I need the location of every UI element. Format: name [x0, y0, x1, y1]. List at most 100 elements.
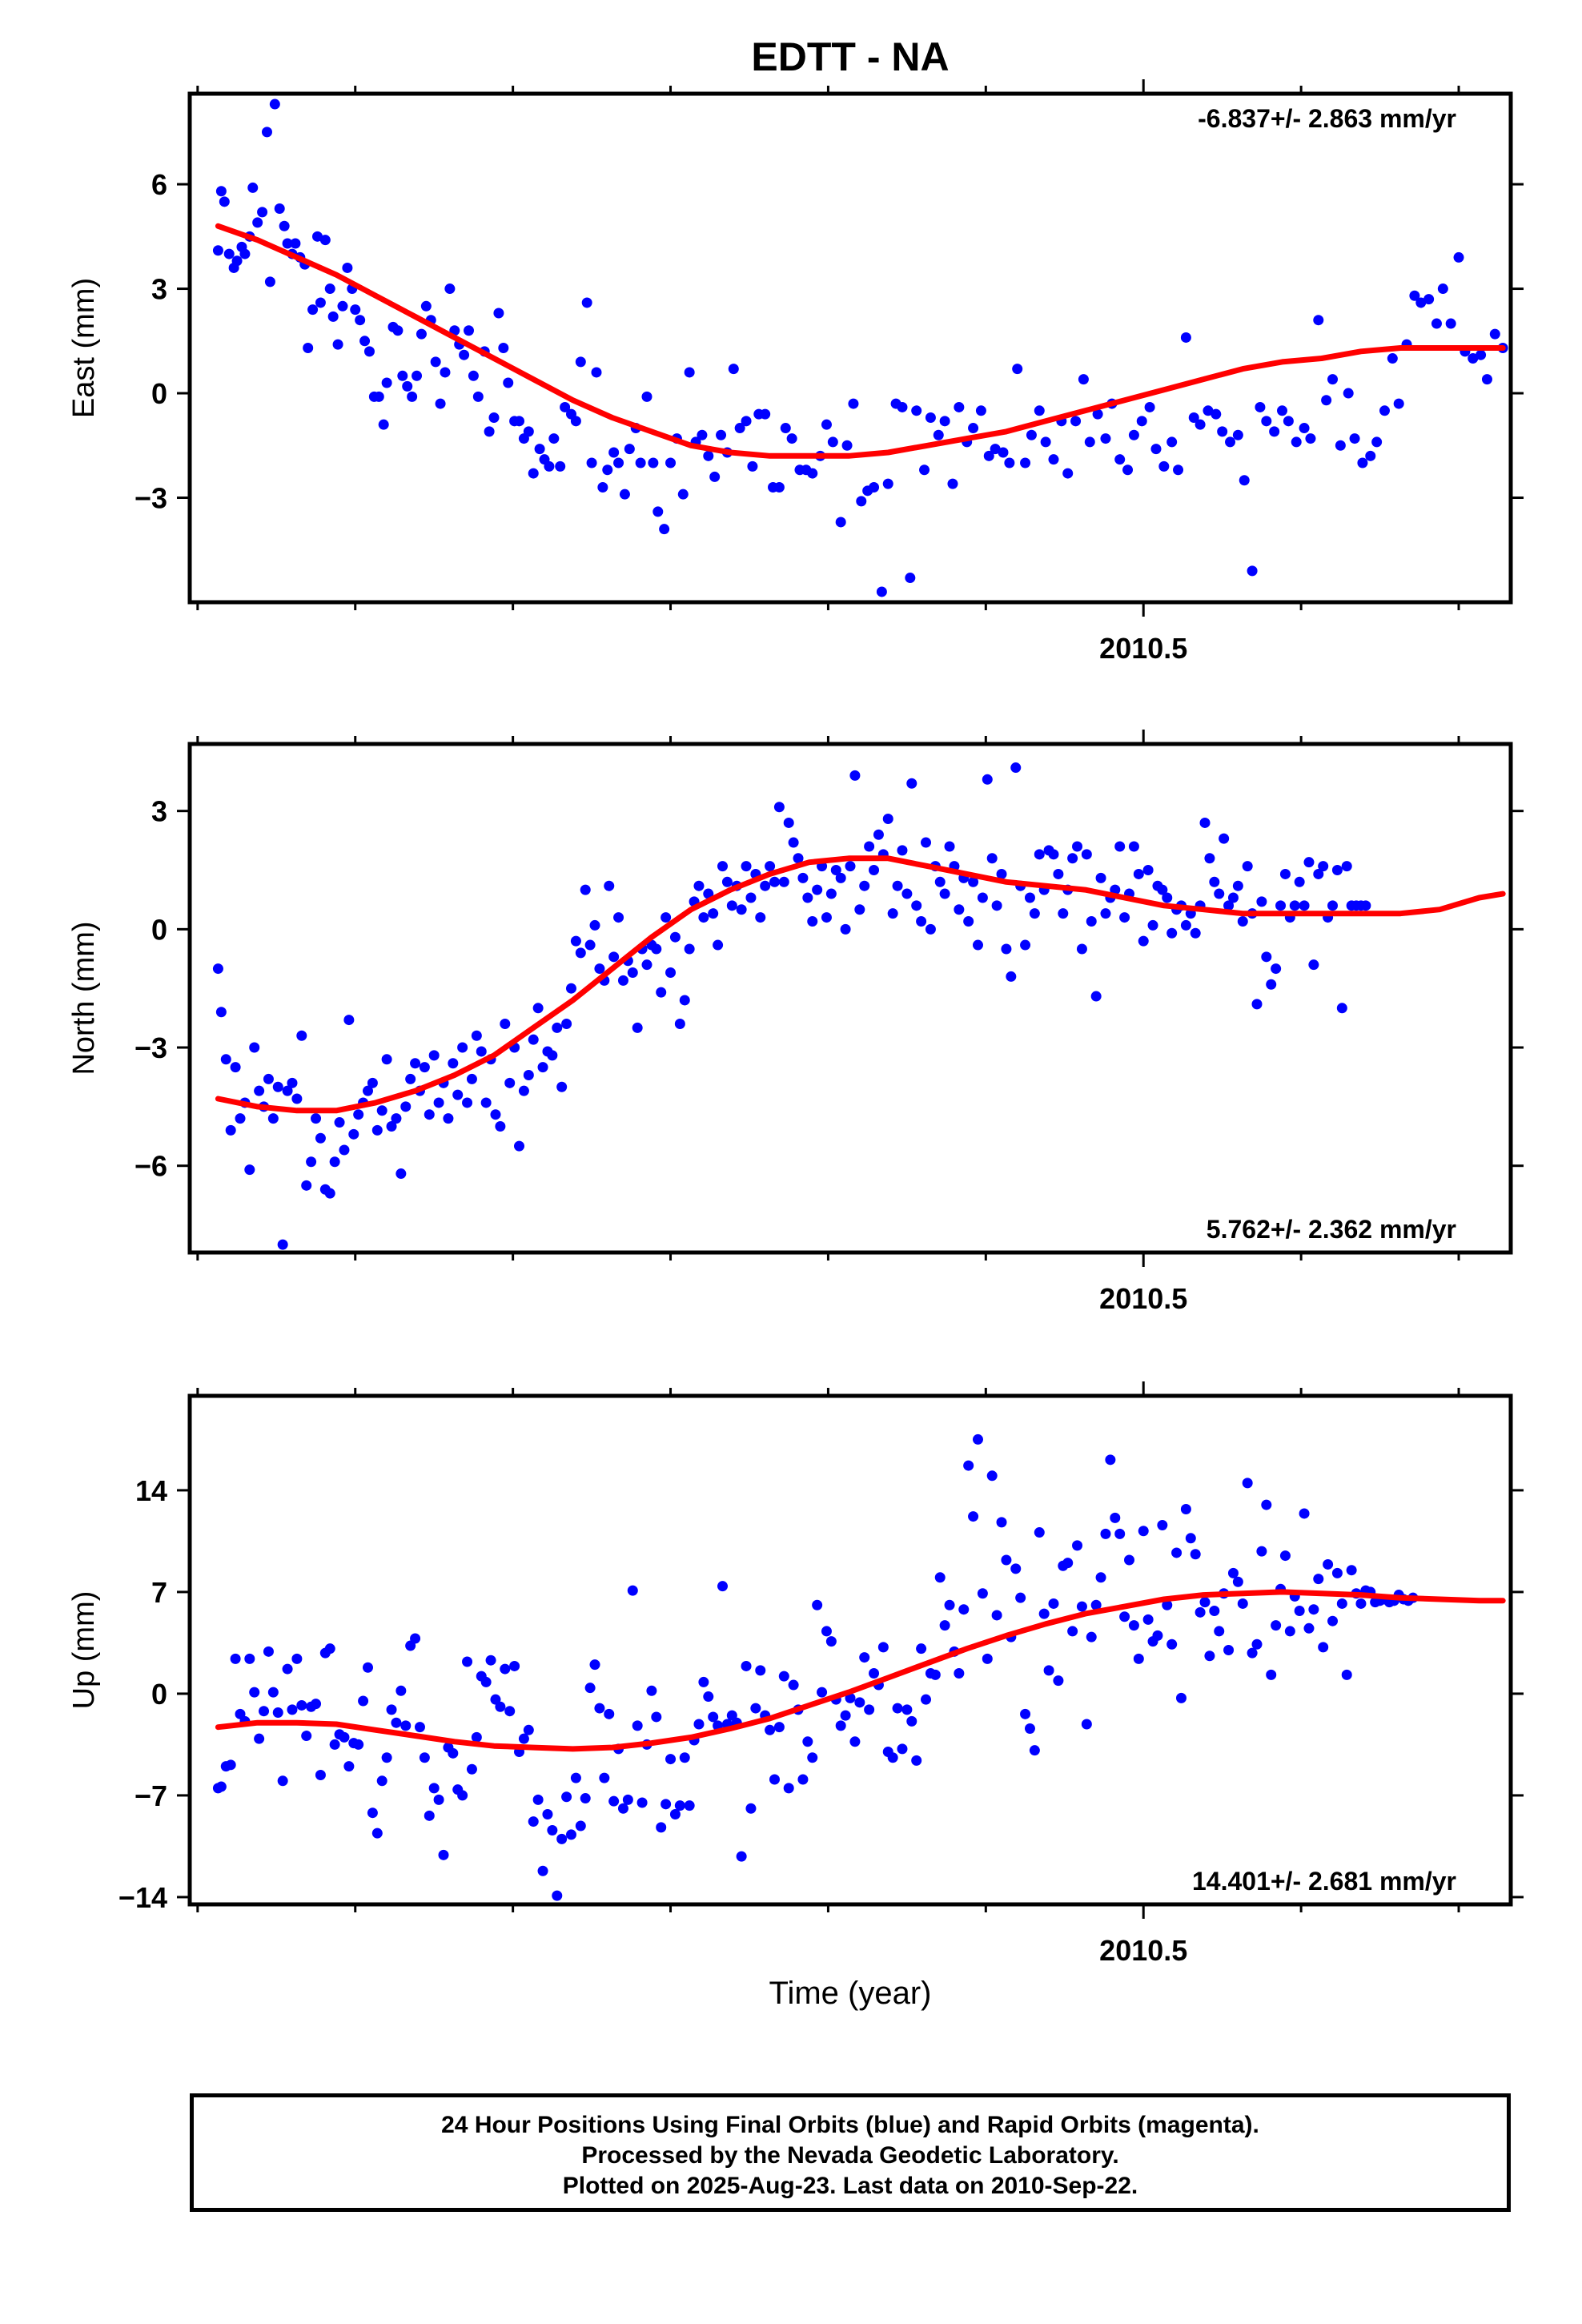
north-data-point — [523, 1069, 534, 1080]
east-data-point — [1114, 454, 1126, 465]
north-data-point — [556, 1081, 568, 1092]
north-data-point — [627, 967, 638, 979]
east-data-point — [1062, 468, 1074, 479]
up-data-point — [1199, 1597, 1211, 1608]
north-data-point — [1166, 927, 1178, 939]
up-data-point — [617, 1803, 628, 1814]
north-data-point — [1474, 0, 1484, 6]
north-data-point — [741, 861, 752, 872]
east-data-point — [602, 464, 613, 476]
up-xtick-label: 2010.5 — [1099, 1934, 1187, 1967]
up-data-point — [849, 1736, 861, 1747]
east-data-point — [332, 339, 343, 350]
east-data-point — [933, 429, 944, 440]
east-data-point — [1305, 433, 1316, 444]
up-data-point — [1266, 1669, 1277, 1680]
east-data-point — [990, 444, 1001, 455]
up-data-point — [1484, 0, 1494, 6]
up-data-point — [765, 1724, 776, 1735]
north-data-point — [1214, 888, 1225, 899]
up-data-point — [339, 1731, 350, 1743]
north-data-point — [457, 1042, 468, 1053]
up-data-point — [1214, 1626, 1225, 1637]
up-data-point — [684, 1800, 695, 1811]
north-data-point — [1086, 916, 1097, 927]
up-data-point — [750, 1703, 761, 1714]
up-data-point — [632, 1720, 643, 1731]
north-data-point — [272, 1081, 283, 1092]
up-data-point — [1355, 1598, 1367, 1609]
north-data-point — [745, 892, 757, 903]
north-data-point — [665, 967, 677, 979]
north-data-point — [594, 963, 605, 975]
north-data-point — [1327, 900, 1339, 911]
east-data-point — [591, 367, 602, 378]
north-data-point — [840, 923, 851, 935]
north-data-point — [613, 912, 624, 923]
north-data-point — [1294, 876, 1305, 887]
up-data-point — [745, 1803, 757, 1814]
east-data-point — [544, 460, 555, 472]
east-data-point — [363, 346, 375, 357]
up-data-point — [1313, 1574, 1324, 1585]
north-data-point — [1417, 0, 1427, 6]
east-data-point — [1291, 436, 1302, 448]
up-data-point — [698, 1676, 709, 1687]
north-data-point — [1133, 868, 1144, 879]
north-data-point — [641, 959, 652, 971]
north-data-point — [575, 947, 586, 959]
north-data-point — [419, 1062, 430, 1073]
north-data-point — [1271, 963, 1282, 975]
up-data-point — [1105, 1454, 1116, 1466]
north-data-point — [656, 987, 667, 998]
north-data-point — [736, 904, 747, 915]
east-data-point — [835, 517, 846, 528]
east-data-point — [342, 262, 353, 273]
north-data-point — [565, 983, 576, 994]
east-data-point — [1409, 290, 1420, 301]
north-data-point — [1128, 841, 1139, 852]
up-data-point — [1294, 1606, 1305, 1617]
north-data-point — [977, 892, 988, 903]
up-data-point — [495, 1701, 506, 1712]
east-data-point — [1070, 416, 1082, 427]
north-data-point — [1403, 0, 1414, 6]
up-data-point — [500, 1663, 511, 1675]
east-data-point — [734, 423, 745, 434]
north-data-point — [921, 837, 932, 848]
east-data-point — [212, 245, 223, 256]
east-data-point — [619, 489, 630, 500]
up-data-point — [1152, 1630, 1163, 1641]
north-data-point — [1331, 865, 1343, 876]
east-data-point — [223, 248, 235, 259]
north-data-point — [433, 1097, 444, 1108]
east-data-point — [652, 506, 664, 517]
east-data-point — [1468, 353, 1479, 364]
up-data-point — [930, 1669, 941, 1680]
north-data-point — [760, 880, 771, 891]
up-data-point — [570, 1772, 581, 1783]
east-data-point — [523, 426, 534, 437]
up-data-point — [376, 1775, 387, 1787]
north-data-point — [1427, 0, 1437, 6]
east-data-point — [1283, 416, 1294, 427]
north-data-point — [821, 912, 832, 923]
up-data-point — [783, 1783, 794, 1794]
east-data-point — [659, 524, 670, 535]
north-data-point — [405, 1073, 416, 1084]
north-data-point — [1422, 0, 1432, 6]
footer-line-3: Plotted on 2025-Aug-23. Last data on 201… — [562, 2173, 1138, 2199]
east-data-point — [435, 398, 446, 409]
north-data-point — [1067, 853, 1078, 864]
north-data-point — [864, 841, 875, 852]
east-data-point — [1078, 374, 1089, 385]
up-data-point — [934, 1572, 946, 1583]
north-data-point — [901, 888, 913, 899]
north-data-point — [911, 900, 922, 911]
up-data-point — [1227, 1567, 1239, 1578]
north-data-point — [1455, 0, 1465, 6]
north-data-point — [1219, 833, 1230, 844]
east-data-point — [1188, 412, 1199, 423]
east-data-point — [498, 343, 509, 353]
up-data-point — [1469, 0, 1480, 6]
